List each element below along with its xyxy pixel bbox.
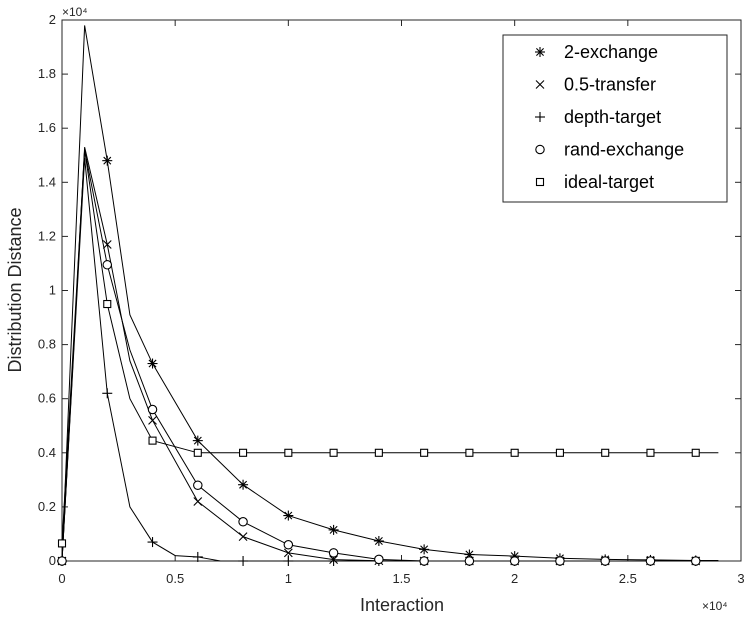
data-point-2-exchange xyxy=(373,535,384,546)
legend-marker-0.5-transfer xyxy=(535,80,545,89)
data-point-2-exchange xyxy=(283,510,294,521)
y-tick-label: 1.6 xyxy=(38,120,56,135)
y-tick-label: 0 xyxy=(49,553,56,568)
y-tick-label: 1.8 xyxy=(38,66,56,81)
data-point-2-exchange xyxy=(147,358,158,369)
data-point-ideal-target xyxy=(193,448,202,457)
y-tick-label: 1.2 xyxy=(38,228,56,243)
data-point-ideal-target xyxy=(510,448,519,457)
y-axis-ticks: 0 0.2 0.4 0.6 0.8 1 1.2 1.4 1.6 1.8 2 xyxy=(38,12,741,568)
data-point-2-exchange xyxy=(102,155,113,166)
data-point-depth-target xyxy=(102,388,113,399)
data-point-rand-exchange xyxy=(147,404,158,415)
data-point-2-exchange xyxy=(238,479,249,490)
x-exponent-label: ×10⁴ xyxy=(702,599,728,613)
y-tick-label: 0.4 xyxy=(38,445,56,460)
data-point-0.5-transfer xyxy=(283,548,293,558)
legend-marker-ideal-target xyxy=(535,177,545,187)
y-tick-label: 1 xyxy=(49,283,56,298)
data-point-ideal-target xyxy=(646,448,655,457)
data-point-2-exchange xyxy=(192,435,203,446)
x-tick-label: 2 xyxy=(511,571,518,586)
data-point-rand-exchange xyxy=(600,556,610,566)
data-point-0.5-transfer xyxy=(238,532,248,542)
x-tick-label: 1.5 xyxy=(392,571,410,586)
data-point-ideal-target xyxy=(374,448,383,457)
data-point-rand-exchange xyxy=(555,556,565,566)
series-line-2-exchange xyxy=(61,25,719,562)
y-tick-label: 0.2 xyxy=(38,499,56,514)
x-tick-label: 0.5 xyxy=(166,571,184,586)
data-point-2-exchange xyxy=(328,524,339,535)
data-point-rand-exchange xyxy=(464,556,475,566)
x-tick-label: 3 xyxy=(737,571,744,586)
data-point-rand-exchange xyxy=(193,480,203,491)
data-point-rand-exchange xyxy=(509,556,520,566)
data-point-rand-exchange xyxy=(645,556,656,566)
x-axis-title: Interaction xyxy=(360,595,444,615)
data-point-rand-exchange xyxy=(690,556,701,566)
legend-label-2-exchange: 2-exchange xyxy=(564,42,658,62)
y-axis-title: Distribution Distance xyxy=(5,207,25,372)
legend: 2-exchange 0.5-transfer depth-target rand-e… xyxy=(502,34,728,203)
data-point-depth-target xyxy=(283,556,294,566)
data-point-rand-exchange xyxy=(328,548,339,558)
data-point-rand-exchange xyxy=(419,556,429,566)
data-point-rand-exchange xyxy=(57,556,67,566)
data-point-rand-exchange xyxy=(102,260,113,270)
x-axis-ticks: 0 0.5 1 1.5 2 2.5 3 xyxy=(58,20,745,586)
data-point-depth-target xyxy=(147,537,158,548)
y-tick-label: 0.8 xyxy=(38,337,56,352)
data-point-0.5-transfer xyxy=(148,415,157,425)
legend-marker-rand-exchange xyxy=(535,144,545,155)
data-point-ideal-target xyxy=(691,448,700,457)
legend-label-depth-target: depth-target xyxy=(564,107,661,127)
legend-marker-depth-target xyxy=(535,112,545,122)
data-point-rand-exchange xyxy=(283,540,294,550)
data-point-rand-exchange xyxy=(374,554,384,565)
x-tick-label: 2.5 xyxy=(619,571,637,586)
x-tick-label: 0 xyxy=(58,571,65,586)
data-point-depth-target xyxy=(192,551,203,562)
data-point-depth-target xyxy=(328,556,339,566)
data-point-ideal-target xyxy=(601,448,610,457)
data-point-ideal-target xyxy=(284,448,293,457)
y-tick-label: 0.6 xyxy=(38,391,56,406)
series-line-rand-exchange xyxy=(61,149,719,562)
data-point-0.5-transfer xyxy=(102,240,112,249)
data-point-ideal-target xyxy=(57,539,67,548)
data-point-ideal-target xyxy=(239,448,248,457)
legend-label-rand-exchange: rand-exchange xyxy=(564,140,684,160)
data-point-0.5-transfer xyxy=(193,497,203,506)
y-tick-label: 1.4 xyxy=(38,174,56,189)
legend-label-0.5-transfer: 0.5-transfer xyxy=(564,75,656,95)
data-point-rand-exchange xyxy=(238,517,248,527)
data-point-2-exchange xyxy=(419,544,430,555)
series-line-ideal-target xyxy=(61,149,719,544)
data-point-ideal-target xyxy=(103,299,112,309)
data-point-ideal-target xyxy=(465,448,474,457)
legend-marker-2-exchange xyxy=(535,47,545,57)
legend-label-ideal-target: ideal-target xyxy=(564,172,654,192)
data-point-depth-target xyxy=(238,556,249,566)
series-markers xyxy=(57,155,701,566)
data-point-ideal-target xyxy=(555,448,564,457)
x-tick-label: 1 xyxy=(285,571,292,586)
data-point-ideal-target xyxy=(148,436,157,445)
y-tick-label: 2 xyxy=(49,12,56,27)
data-point-ideal-target xyxy=(329,448,338,457)
data-point-ideal-target xyxy=(420,448,429,457)
series-lines xyxy=(61,25,719,562)
y-exponent-label: ×10⁴ xyxy=(62,5,88,19)
